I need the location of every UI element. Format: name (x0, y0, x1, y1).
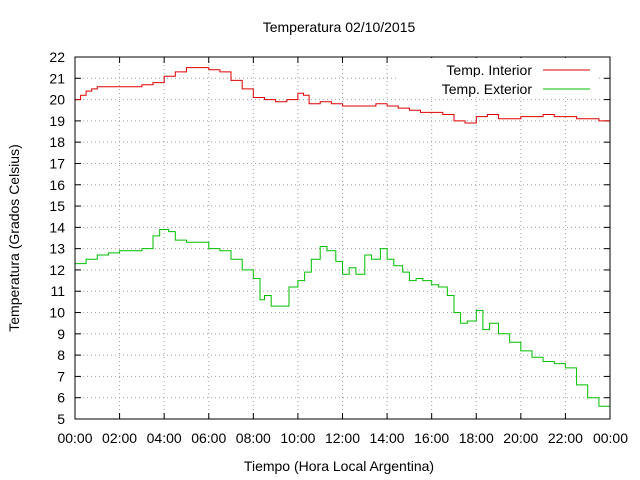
legend-label: Temp. Interior (446, 62, 532, 78)
grid-lines (75, 57, 610, 419)
y-tick-label: 18 (49, 134, 65, 150)
x-tick-label: 06:00 (191, 430, 226, 446)
x-tick-label: 20:00 (503, 430, 538, 446)
legend-label: Temp. Exterior (442, 81, 533, 97)
x-axis-label: Tiempo (Hora Local Argentina) (244, 458, 434, 474)
y-tick-label: 8 (57, 347, 65, 363)
x-tick-label: 08:00 (236, 430, 271, 446)
series-line-interior (75, 67, 610, 124)
y-tick-label: 14 (49, 219, 65, 235)
y-tick-labels: 5 6 7 8 9 10 11 12 13 14 15 16 17 18 19 20 21 22 (49, 49, 65, 427)
x-tick-label: 10:00 (280, 430, 315, 446)
y-axis-label: Temperatura (Grados Celsius) (6, 144, 22, 332)
legend-background (398, 58, 596, 76)
y-tick-label: 17 (49, 155, 65, 171)
x-tick-label: 18:00 (459, 430, 494, 446)
y-tick-label: 10 (49, 305, 65, 321)
y-tick-label: 21 (49, 70, 65, 86)
y-tick-label: 22 (49, 49, 65, 65)
y-tick-label: 13 (49, 241, 65, 257)
y-tick-label: 15 (49, 198, 65, 214)
x-tick-label: 04:00 (147, 430, 182, 446)
y-tick-label: 9 (57, 326, 65, 342)
x-tick-label: 00:00 (57, 430, 92, 446)
plot-frame (74, 56, 611, 420)
y-tick-label: 6 (57, 390, 65, 406)
y-tick-label: 20 (49, 92, 65, 108)
x-tick-label: 22:00 (548, 430, 583, 446)
y-tick-label: 19 (49, 113, 65, 129)
y-tick-label: 7 (57, 368, 65, 384)
chart-title: Temperatura 02/10/2015 (263, 19, 416, 35)
y-tick-label: 11 (50, 283, 65, 299)
x-tick-labels: 00:00 02:00 04:00 06:00 08:00 10:00 12:00 14:00… (57, 430, 628, 446)
x-tick-label: 14:00 (370, 430, 405, 446)
series-lines (75, 67, 611, 417)
x-tick-label: 12:00 (325, 430, 360, 446)
x-tick-label: 00:00 (593, 430, 628, 446)
legend-background (398, 77, 596, 95)
y-tick-label: 5 (57, 411, 65, 427)
legend: Temp. Interior Temp. Exterior (398, 58, 596, 97)
series-line-exterior (75, 229, 611, 417)
y-tick-label: 16 (49, 177, 65, 193)
x-tick-label: 02:00 (102, 430, 137, 446)
y-tick-label: 12 (49, 262, 65, 278)
x-tick-label: 16:00 (414, 430, 449, 446)
